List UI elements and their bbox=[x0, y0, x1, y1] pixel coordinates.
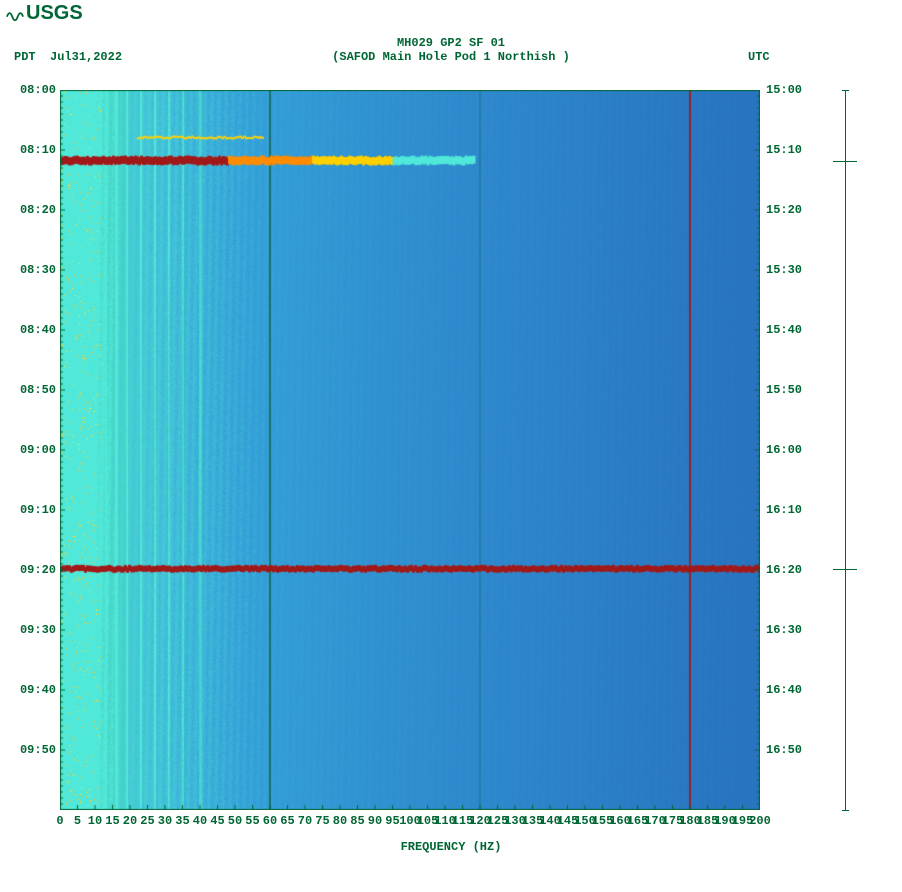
date-text: Jul31,2022 bbox=[50, 50, 122, 64]
ytick-left: 08:40 bbox=[6, 323, 56, 337]
x-axis-label: FREQUENCY (HZ) bbox=[0, 840, 902, 854]
ytick-left: 08:10 bbox=[6, 143, 56, 157]
ytick-left: 09:20 bbox=[6, 563, 56, 577]
chart-title: MH029 GP2 SF 01 bbox=[0, 36, 902, 50]
usgs-logo: USGS bbox=[6, 2, 83, 25]
ytick-left: 08:30 bbox=[6, 263, 56, 277]
aux-event-mark-v bbox=[845, 563, 846, 575]
ytick-right: 15:10 bbox=[766, 143, 816, 157]
aux-axis-line bbox=[845, 90, 846, 810]
ytick-left: 09:00 bbox=[6, 443, 56, 457]
ytick-right: 16:50 bbox=[766, 743, 816, 757]
ytick-left: 09:50 bbox=[6, 743, 56, 757]
ytick-left: 08:00 bbox=[6, 83, 56, 97]
ytick-right: 15:30 bbox=[766, 263, 816, 277]
logo-text: USGS bbox=[26, 2, 83, 25]
aux-axis-endtick bbox=[842, 810, 849, 811]
ytick-right: 15:00 bbox=[766, 83, 816, 97]
ytick-left: 09:10 bbox=[6, 503, 56, 517]
right-timezone-label: UTC bbox=[748, 50, 770, 64]
ytick-right: 16:20 bbox=[766, 563, 816, 577]
ytick-right: 16:10 bbox=[766, 503, 816, 517]
pdt-text: PDT bbox=[14, 50, 36, 64]
wave-icon bbox=[6, 7, 24, 21]
ytick-left: 08:20 bbox=[6, 203, 56, 217]
aux-axis-endtick bbox=[842, 90, 849, 91]
ytick-left: 09:30 bbox=[6, 623, 56, 637]
aux-event-mark-v bbox=[845, 155, 846, 167]
left-timezone-label: PDT Jul31,2022 bbox=[14, 50, 122, 64]
xtick: 200 bbox=[748, 814, 772, 828]
ytick-right: 15:20 bbox=[766, 203, 816, 217]
ytick-right: 16:40 bbox=[766, 683, 816, 697]
ytick-right: 15:40 bbox=[766, 323, 816, 337]
spectrogram-plot bbox=[60, 90, 760, 810]
ytick-right: 16:30 bbox=[766, 623, 816, 637]
ytick-left: 09:40 bbox=[6, 683, 56, 697]
ytick-right: 16:00 bbox=[766, 443, 816, 457]
ytick-left: 08:50 bbox=[6, 383, 56, 397]
ytick-right: 15:50 bbox=[766, 383, 816, 397]
